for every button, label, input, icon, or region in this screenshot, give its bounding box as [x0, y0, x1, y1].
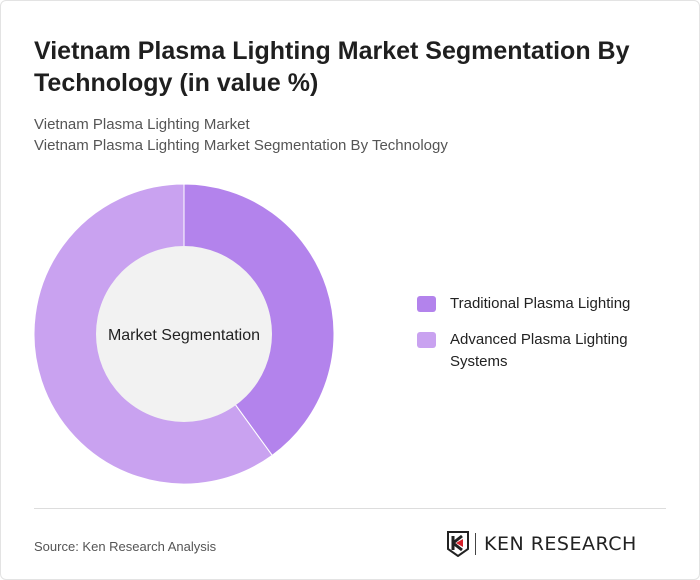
ken-research-logo: KEN RESEARCH: [447, 531, 637, 557]
divider: [34, 508, 666, 509]
source-note: Source: Ken Research Analysis: [34, 539, 217, 554]
legend: Traditional Plasma Lighting Advanced Pla…: [417, 293, 650, 387]
legend-label: Advanced Plasma Lighting Systems: [450, 331, 628, 370]
legend-swatch: [417, 332, 436, 348]
subtitle-market: Vietnam Plasma Lighting Market: [34, 116, 250, 133]
center-label: Market Segmentation: [108, 327, 260, 344]
donut-chart: Market Segmentation: [33, 183, 335, 485]
donut-center: [96, 246, 272, 422]
logo-shield-icon: [447, 531, 469, 557]
subtitle-segmentation: Vietnam Plasma Lighting Market Segmentat…: [34, 137, 448, 154]
chart-title: Vietnam Plasma Lighting Market Segmentat…: [34, 37, 630, 97]
logo-text: KEN RESEARCH: [484, 533, 637, 555]
legend-label: Traditional Plasma Lighting: [450, 295, 631, 312]
legend-swatch: [417, 296, 436, 312]
legend-item-traditional[interactable]: Traditional Plasma Lighting: [417, 293, 650, 315]
legend-item-advanced[interactable]: Advanced Plasma Lighting Systems: [417, 329, 650, 373]
